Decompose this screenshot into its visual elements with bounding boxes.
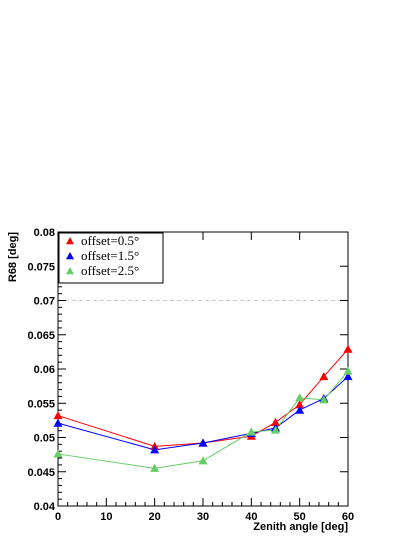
y-tick-label: 0.075 — [27, 261, 55, 273]
data-point-marker — [343, 366, 353, 375]
y-tick-label: 0.055 — [27, 398, 55, 410]
data-point-marker — [53, 411, 63, 420]
data-point-marker — [343, 372, 353, 381]
x-tick-label: 30 — [197, 511, 209, 523]
series-line — [57, 370, 349, 469]
y-tick-label: 0.04 — [34, 501, 56, 513]
y-tick-label: 0.065 — [27, 330, 55, 342]
y-axis-title: R68 [deg] — [7, 232, 19, 282]
legend-label: offset=0.5° — [81, 233, 139, 248]
data-point-marker — [150, 445, 160, 454]
legend-label: offset=1.5° — [81, 248, 139, 263]
data-point-marker — [343, 344, 353, 353]
legend-box — [58, 232, 164, 284]
series-layer — [53, 344, 353, 472]
x-tick-label: 10 — [100, 511, 112, 523]
x-axis-title: Zenith angle [deg] — [253, 521, 348, 533]
data-point-marker — [53, 418, 63, 427]
data-point-marker — [271, 417, 280, 427]
data-point-marker — [319, 372, 329, 381]
legend: offset=0.5°offset=1.5°offset=2.5° — [58, 232, 164, 284]
legend-marker — [66, 252, 74, 260]
data-point-marker — [319, 395, 329, 404]
legend-marker — [66, 267, 74, 275]
y-tick-label: 0.08 — [34, 227, 55, 239]
legend-label: offset=2.5° — [81, 263, 139, 278]
x-tick-label: 0 — [55, 511, 61, 523]
data-point-marker — [271, 425, 280, 434]
data-point-marker — [295, 405, 305, 414]
data-point-marker — [198, 438, 208, 447]
legend-marker — [66, 237, 74, 245]
y-tick-label: 0.07 — [34, 296, 55, 308]
x-tick-label: 20 — [149, 511, 161, 523]
series-line — [57, 348, 349, 447]
data-point-marker — [150, 463, 160, 472]
data-point-marker — [53, 449, 63, 458]
x-tick-label: 40 — [245, 511, 257, 523]
data-point-marker — [198, 456, 208, 465]
data-point-marker — [295, 400, 305, 409]
y-tick-label: 0.045 — [27, 467, 55, 479]
x-tick-label: 50 — [294, 511, 306, 523]
y-tick-label: 0.06 — [34, 364, 55, 376]
x-tick-label: 60 — [342, 511, 354, 523]
data-point-marker — [295, 393, 305, 402]
data-point-marker — [246, 427, 256, 436]
y-tick-label: 0.05 — [34, 433, 55, 445]
